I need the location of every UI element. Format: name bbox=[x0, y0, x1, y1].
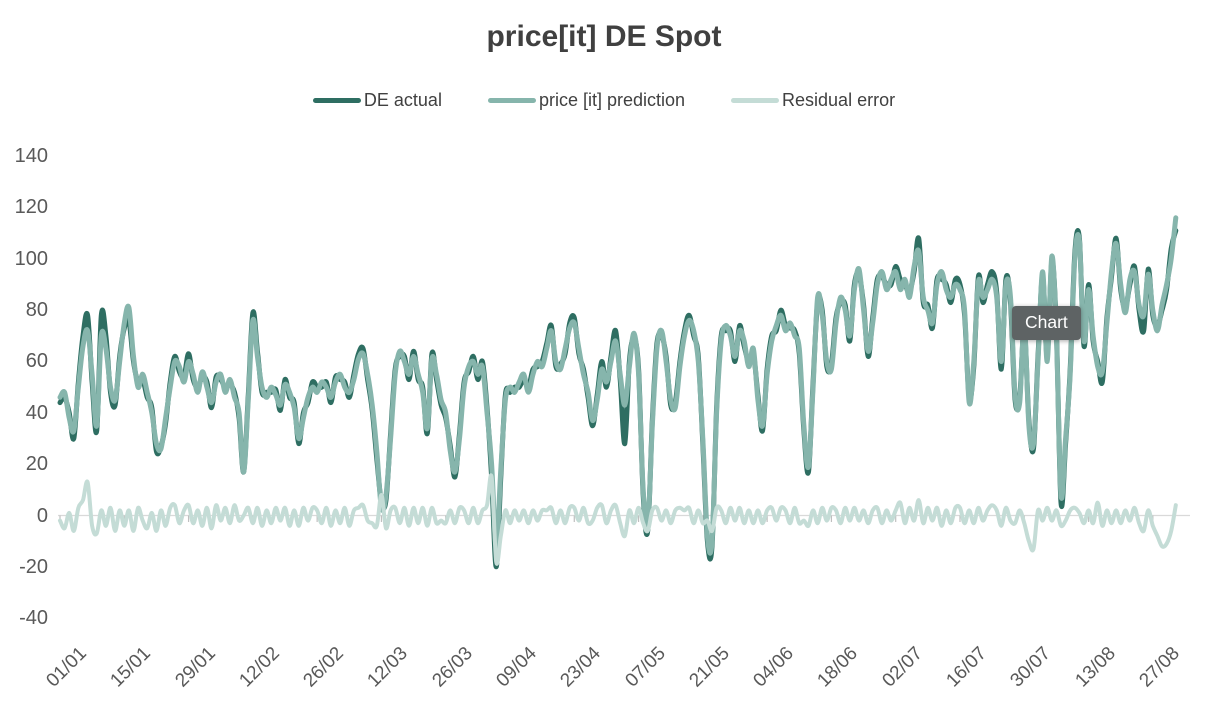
y-axis-label: -20 bbox=[19, 555, 48, 578]
y-axis-label: 0 bbox=[36, 504, 48, 527]
legend-label-residual: Residual error bbox=[782, 90, 896, 110]
chart-legend: DE actual price [it] prediction Residual… bbox=[0, 90, 1208, 111]
legend-label-de-actual: DE actual bbox=[363, 90, 442, 110]
y-axis-label: 80 bbox=[25, 299, 48, 322]
y-axis-label: 100 bbox=[14, 247, 48, 270]
y-axis-label: 120 bbox=[14, 196, 48, 219]
legend-label-prediction: price [it] prediction bbox=[538, 90, 686, 110]
legend-item-residual: Residual error bbox=[731, 90, 895, 111]
chart-title: price[it] DE Spot bbox=[486, 20, 722, 53]
legend-item-prediction: price [it] prediction bbox=[487, 90, 686, 111]
series-line-price-it-prediction bbox=[57, 215, 1179, 556]
y-axis-label: 40 bbox=[25, 401, 48, 424]
chart-tooltip: Chart bbox=[1012, 306, 1081, 340]
legend-item-de-actual: DE actual bbox=[312, 90, 442, 111]
de-actual-line-marker-icon bbox=[312, 98, 361, 103]
y-axis-label: 60 bbox=[25, 350, 48, 373]
prediction-line-marker-icon bbox=[487, 98, 536, 103]
y-axis-label: 20 bbox=[25, 453, 48, 476]
residual-line-marker-icon bbox=[731, 98, 780, 103]
series-line-residual-error bbox=[58, 473, 1178, 566]
y-axis-label: -40 bbox=[19, 607, 48, 630]
y-axis-label: 140 bbox=[14, 145, 48, 168]
